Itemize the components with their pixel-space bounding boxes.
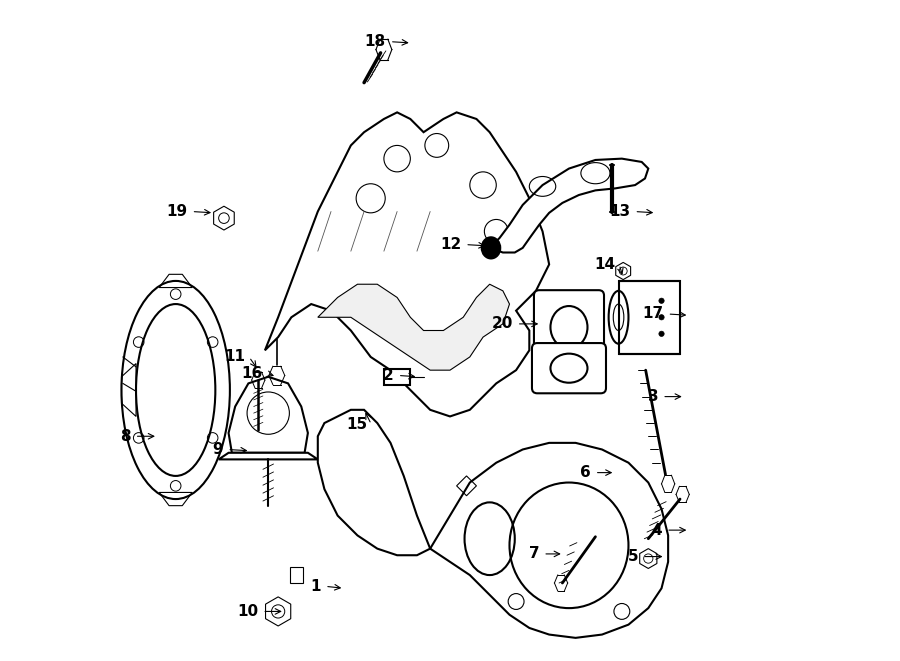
FancyBboxPatch shape	[534, 290, 604, 364]
Text: 20: 20	[491, 317, 513, 331]
Text: 10: 10	[238, 604, 258, 619]
Polygon shape	[229, 377, 308, 453]
Polygon shape	[430, 443, 668, 638]
Text: 9: 9	[212, 442, 223, 457]
Text: 18: 18	[364, 34, 386, 49]
Text: 17: 17	[643, 307, 663, 321]
Polygon shape	[490, 159, 648, 253]
FancyBboxPatch shape	[532, 343, 606, 393]
Text: 7: 7	[528, 547, 539, 561]
Text: 13: 13	[609, 204, 631, 219]
Ellipse shape	[659, 315, 664, 320]
Text: 12: 12	[440, 237, 461, 252]
Polygon shape	[219, 453, 318, 459]
Text: 5: 5	[628, 549, 638, 564]
Text: 8: 8	[120, 429, 130, 444]
Polygon shape	[618, 281, 680, 354]
Polygon shape	[318, 410, 430, 555]
Text: 14: 14	[594, 257, 616, 272]
Polygon shape	[265, 112, 549, 416]
Polygon shape	[384, 369, 410, 385]
Ellipse shape	[659, 331, 664, 336]
Text: 3: 3	[648, 389, 658, 404]
Text: 15: 15	[346, 417, 367, 432]
Text: 19: 19	[166, 204, 187, 219]
Text: 16: 16	[242, 366, 263, 381]
Text: 11: 11	[224, 350, 245, 364]
Text: 4: 4	[652, 523, 662, 537]
Text: 1: 1	[310, 579, 321, 594]
Polygon shape	[318, 284, 509, 370]
Ellipse shape	[659, 298, 664, 303]
Text: 2: 2	[383, 368, 394, 383]
Text: 6: 6	[580, 465, 590, 480]
Ellipse shape	[482, 237, 500, 258]
